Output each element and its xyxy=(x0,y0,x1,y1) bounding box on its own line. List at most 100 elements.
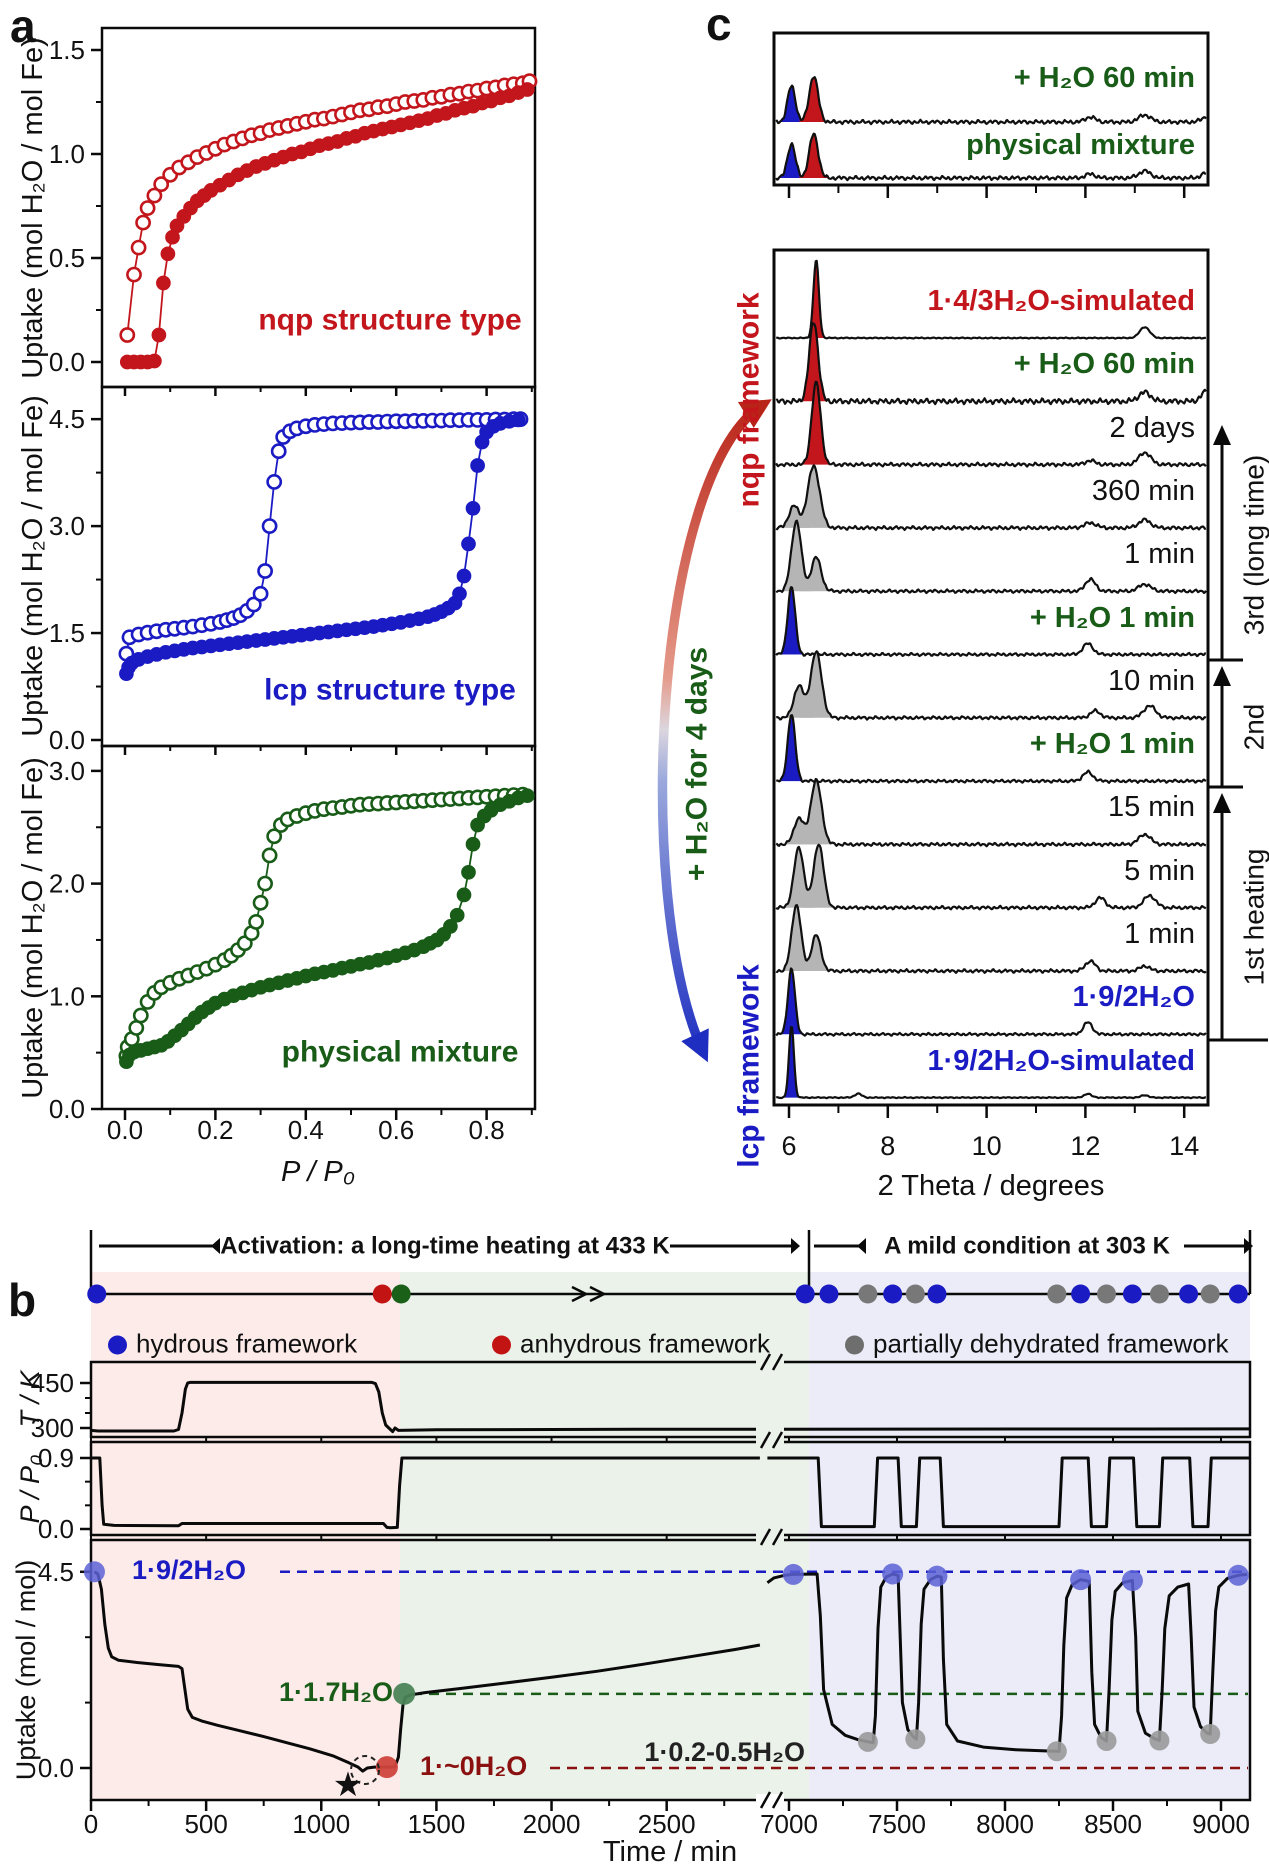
xrd-trace-label: physical mixture xyxy=(966,128,1195,161)
tick-label: 1000 xyxy=(292,1809,350,1839)
xrd-top-box xyxy=(772,31,1210,198)
series-desorption xyxy=(118,786,531,1064)
xrd-trace xyxy=(776,650,1207,721)
tick-label: 7500 xyxy=(868,1809,926,1839)
species-anhydrous-label: 1·~0H₂O xyxy=(420,1750,528,1781)
axis-label-2theta: 2 Theta / degrees xyxy=(877,1169,1105,1202)
tick-label: 0.5 xyxy=(49,243,85,273)
xrd-trace-label: 10 min xyxy=(1107,664,1195,697)
tick-label: 9000 xyxy=(1192,1809,1250,1839)
tick-label: 0.0 xyxy=(38,1753,74,1783)
axis-label-uptake-b: Uptake (mol / mol) xyxy=(10,1559,41,1781)
xrd-trace-label: 1 min xyxy=(1124,537,1195,570)
timeline-dot-gray xyxy=(1200,1284,1220,1304)
timeline-dot-green xyxy=(391,1284,411,1304)
series-desorption xyxy=(119,73,538,343)
series-adsorption xyxy=(119,788,535,1070)
tick-label: 0.0 xyxy=(49,1094,85,1124)
xrd-trace-label: 1·9/2H₂O-simulated xyxy=(927,1044,1195,1077)
tick-label: 0.2 xyxy=(197,1115,233,1145)
panel-a-plots: 0.00.51.01.50.01.53.04.50.01.02.03.00.0 0… xyxy=(49,26,538,1145)
xrd-trace xyxy=(775,132,1207,182)
xrd-trace xyxy=(775,967,1207,1037)
xrd-trace-label: 2 days xyxy=(1109,411,1195,444)
xrd-trace-label: 1·4/3H₂O-simulated xyxy=(927,284,1195,317)
xrd-trace-label: 1 min xyxy=(1124,917,1195,950)
legend-item-partial: partially dehydrated framework xyxy=(845,1329,1229,1360)
tick-label: 1.0 xyxy=(49,139,85,169)
xrd-trace xyxy=(775,1025,1206,1100)
timeline-dot-red xyxy=(372,1284,392,1304)
tick-label: 300 xyxy=(31,1413,74,1443)
nqp-structure-label: nqp structure type xyxy=(258,303,522,337)
axis-label-ppo-a: P / P₀ xyxy=(280,1155,356,1188)
xrd-main-box: 6 8 10 12 14 xyxy=(772,248,1210,1161)
xrd-trace xyxy=(775,380,1207,468)
xrd-trace-label: + H₂O 60 min xyxy=(1013,61,1195,94)
legend-dot xyxy=(108,1335,127,1355)
legend-dot xyxy=(845,1335,864,1355)
xrd-trace xyxy=(775,843,1207,911)
tick-label: 7000 xyxy=(760,1809,818,1839)
nqp-to-lcp-gradient-arrow xyxy=(657,399,772,1063)
tick-label: 1.0 xyxy=(49,981,85,1011)
xrd-trace xyxy=(775,76,1207,126)
tick-label: 450 xyxy=(31,1368,74,1398)
axis-label-pressure: P / P₀ xyxy=(14,1454,45,1524)
legend-label: hydrous framework xyxy=(136,1328,358,1359)
tick-label: 10 xyxy=(972,1131,1002,1161)
timeline-dot-gray xyxy=(858,1284,878,1304)
timeline-dot-gray xyxy=(1149,1284,1169,1304)
series-desorption xyxy=(118,411,529,662)
tick-label: 0.0 xyxy=(49,725,85,755)
tick-label: 0.6 xyxy=(378,1115,414,1145)
xrd-trace xyxy=(775,519,1207,595)
tick-label: 0.0 xyxy=(38,1514,74,1544)
tick-label: 0 xyxy=(84,1809,98,1839)
xrd-trace xyxy=(775,464,1207,531)
tick-label: 1.5 xyxy=(49,35,85,65)
dip-highlight-circle xyxy=(350,1755,380,1785)
timeline-dot-blue xyxy=(883,1284,903,1304)
axis-label-uptake-a2: Uptake (mol H₂O / mol Fe) xyxy=(16,395,49,737)
xrd-trace xyxy=(775,322,1207,406)
xrd-trace-label: 15 min xyxy=(1107,791,1195,824)
legend-item-anhydrous: anhydrous framework xyxy=(492,1329,770,1360)
mixture-structure-label: physical mixture xyxy=(281,1035,519,1069)
tick-label: 1500 xyxy=(407,1809,465,1839)
timeline xyxy=(87,1230,1252,1304)
xrd-trace-label: 1·9/2H₂O xyxy=(1072,981,1196,1014)
legend-label: anhydrous framework xyxy=(520,1328,770,1359)
timeline-dot-blue xyxy=(927,1284,947,1304)
panel-c-plots: 6 8 10 12 14 xyxy=(657,31,1268,1161)
tick-label: 0.9 xyxy=(38,1443,74,1473)
tick-label: 8500 xyxy=(1084,1809,1142,1839)
star-marker: ★ xyxy=(332,1766,364,1805)
timeline-dot-blue xyxy=(795,1284,815,1304)
panel-c-letter: c xyxy=(706,0,732,50)
tick-label: 3.0 xyxy=(49,756,85,786)
mild-region-label: A mild condition at 303 K xyxy=(884,1232,1170,1260)
timeline-dot-blue xyxy=(1228,1284,1248,1304)
tick-label: 8 xyxy=(880,1131,895,1161)
stage-label-1st: 1st heating xyxy=(1238,848,1269,986)
xrd-trace-label: 360 min xyxy=(1091,474,1195,507)
isotherm-plot-isotherm_nqp: 0.0 0.5 1.0 1.5 xyxy=(49,26,538,396)
xrd-trace xyxy=(775,904,1207,974)
panel-b-letter: b xyxy=(8,1273,37,1326)
legend-dot xyxy=(492,1335,511,1355)
timeline-dot-gray xyxy=(1097,1284,1117,1304)
xrd-trace-label: + H₂O 1 min xyxy=(1029,601,1195,634)
stage-label-3rd: 3rd (long time) xyxy=(1238,454,1269,636)
tick-label: 2.0 xyxy=(49,869,85,899)
stage-brackets xyxy=(1208,425,1268,1042)
stage-label-2nd: 2nd xyxy=(1238,703,1269,751)
tick-label: 0.8 xyxy=(469,1115,505,1145)
h2o-4days-label: + H₂O for 4 days xyxy=(680,646,714,882)
axis-label-temperature: T / K xyxy=(14,1370,45,1428)
lcp-structure-label: lcp structure type xyxy=(264,673,516,707)
tick-label: 0.4 xyxy=(288,1115,324,1145)
